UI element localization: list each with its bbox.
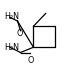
- Text: O: O: [17, 29, 23, 38]
- Text: H₂N: H₂N: [5, 12, 20, 21]
- Text: H₂N: H₂N: [5, 44, 20, 52]
- Text: O: O: [28, 56, 34, 65]
